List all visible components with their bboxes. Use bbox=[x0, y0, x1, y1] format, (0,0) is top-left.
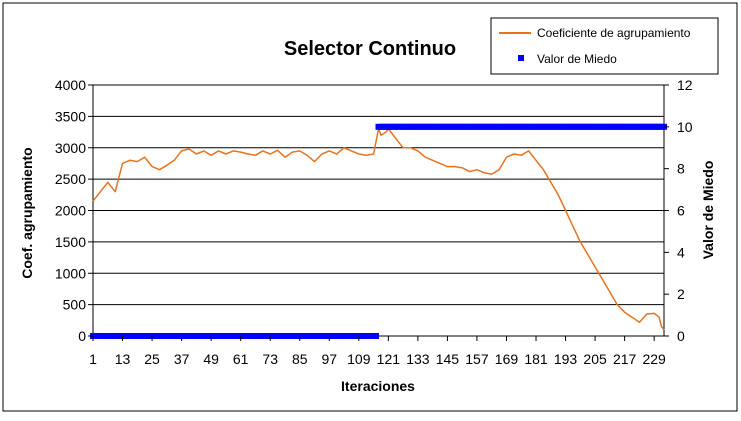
tick-label-y2: 10 bbox=[677, 119, 693, 135]
legend-label-miedo: Valor de Miedo bbox=[537, 52, 617, 66]
tick-label-x: 193 bbox=[554, 351, 578, 367]
tick-label-x: 25 bbox=[144, 351, 160, 367]
tick-label-y: 3500 bbox=[55, 108, 86, 124]
tick-label-x: 229 bbox=[642, 351, 666, 367]
tick-label-x: 1 bbox=[89, 351, 97, 367]
tick-label-y: 2500 bbox=[55, 171, 86, 187]
tick-label-x: 217 bbox=[613, 351, 637, 367]
tick-label-x: 85 bbox=[292, 351, 308, 367]
tick-label-x: 181 bbox=[524, 351, 548, 367]
tick-label-y: 500 bbox=[63, 297, 87, 313]
axis-layer: 0 500 1000 1500 2000 2500 3000 3500 4000 0 2 4 6 8 10 1… bbox=[55, 77, 693, 367]
x-axis-label: Iteraciones bbox=[341, 378, 415, 394]
tick-label-y: 1500 bbox=[55, 234, 86, 250]
series-line-coeficiente bbox=[92, 128, 665, 331]
tick-label-x: 109 bbox=[347, 351, 371, 367]
tick-label-y2: 12 bbox=[677, 77, 693, 93]
tick-label-x: 13 bbox=[115, 351, 131, 367]
legend-box bbox=[490, 17, 719, 75]
tick-label-x: 121 bbox=[377, 351, 401, 367]
tick-label-x: 61 bbox=[233, 351, 249, 367]
tick-label-x: 37 bbox=[174, 351, 190, 367]
tick-label-x: 145 bbox=[436, 351, 460, 367]
tick-label-x: 49 bbox=[203, 351, 219, 367]
legend: Coeficiente de agrupamiento Valor de Mie… bbox=[490, 17, 719, 75]
tick-label-y: 0 bbox=[78, 328, 86, 344]
tick-label-x: 205 bbox=[583, 351, 607, 367]
tick-label-x: 133 bbox=[406, 351, 430, 367]
series-layer bbox=[92, 128, 665, 331]
tick-label-y: 4000 bbox=[55, 77, 86, 93]
point-miedo bbox=[373, 333, 379, 339]
tick-label-y2: 0 bbox=[677, 328, 685, 344]
tick-label-y: 3000 bbox=[55, 140, 86, 156]
tick-label-y2: 8 bbox=[677, 161, 685, 177]
tick-label-x: 97 bbox=[321, 351, 337, 367]
tick-label-y2: 4 bbox=[677, 244, 685, 260]
tick-label-x: 73 bbox=[262, 351, 278, 367]
tick-label-x: 169 bbox=[495, 351, 519, 367]
tick-label-y2: 2 bbox=[677, 286, 685, 302]
tick-label-y: 1000 bbox=[55, 265, 86, 281]
tick-label-y2: 6 bbox=[677, 203, 685, 219]
legend-label-coeficiente: Coeficiente de agrupamiento bbox=[537, 26, 691, 40]
tick-label-x: 157 bbox=[465, 351, 489, 367]
tick-label-y: 2000 bbox=[55, 203, 86, 219]
y-axis-label: Coef. agrupamiento bbox=[19, 147, 35, 278]
legend-point-swatch bbox=[518, 55, 524, 61]
chart-title: Selector Continuo bbox=[284, 38, 456, 60]
y2-axis-label: Valor de Miedo bbox=[700, 161, 716, 260]
